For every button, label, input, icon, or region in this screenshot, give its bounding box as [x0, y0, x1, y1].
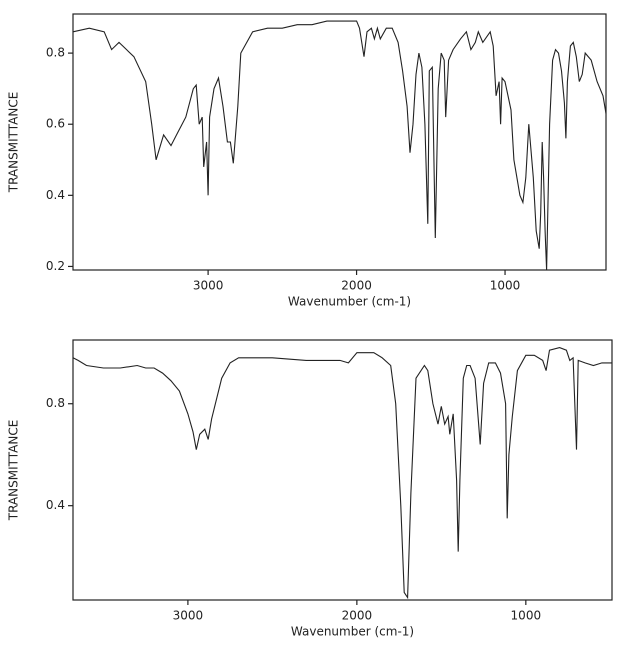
x-tick-label: 3000	[193, 279, 224, 293]
plot-frame	[72, 339, 613, 601]
x-tick-label: 1000	[511, 609, 542, 623]
plot-frame	[72, 13, 607, 271]
x-axis-label: Wavenumber (cm-1)	[291, 625, 414, 639]
spectrum-line	[72, 20, 607, 271]
y-tick-label: 0.4	[46, 498, 65, 512]
y-tick-label: 0.8	[46, 46, 65, 60]
y-tick-label: 0.6	[46, 117, 65, 131]
y-axis-label: TRANSMITTANCE	[7, 92, 21, 194]
x-tick-label: 3000	[173, 609, 204, 623]
x-axis-label: Wavenumber (cm-1)	[288, 295, 411, 309]
y-tick-label: 0.2	[46, 259, 65, 273]
x-tick-label: 2000	[341, 279, 372, 293]
y-tick-label: 0.8	[46, 396, 65, 410]
y-tick-label: 0.4	[46, 188, 65, 202]
x-tick-label: 2000	[342, 609, 373, 623]
x-tick-label: 1000	[490, 279, 521, 293]
y-axis-label: TRANSMITTANCE	[7, 420, 21, 522]
spectrum-line	[72, 347, 612, 600]
